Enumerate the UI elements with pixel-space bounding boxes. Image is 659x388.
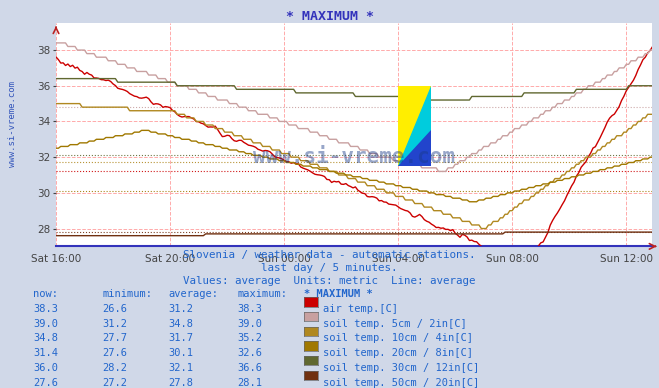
Text: 36.0: 36.0: [33, 363, 58, 373]
Text: 27.7: 27.7: [102, 333, 127, 343]
Text: 26.6: 26.6: [102, 304, 127, 314]
Text: www.si-vreme.com: www.si-vreme.com: [8, 81, 17, 167]
Text: 34.8: 34.8: [33, 333, 58, 343]
Text: 32.1: 32.1: [168, 363, 193, 373]
Text: 38.3: 38.3: [33, 304, 58, 314]
Text: soil temp. 20cm / 8in[C]: soil temp. 20cm / 8in[C]: [323, 348, 473, 358]
Text: 39.0: 39.0: [237, 319, 262, 329]
Text: * MAXIMUM *: * MAXIMUM *: [304, 289, 373, 299]
Text: 31.2: 31.2: [168, 304, 193, 314]
Text: minimum:: minimum:: [102, 289, 152, 299]
Text: 32.6: 32.6: [237, 348, 262, 358]
Text: 31.7: 31.7: [168, 333, 193, 343]
Text: 38.3: 38.3: [237, 304, 262, 314]
Text: Slovenia / weather data - automatic stations.: Slovenia / weather data - automatic stat…: [183, 250, 476, 260]
Text: 36.6: 36.6: [237, 363, 262, 373]
Text: 31.4: 31.4: [33, 348, 58, 358]
Text: 35.2: 35.2: [237, 333, 262, 343]
Text: 27.8: 27.8: [168, 378, 193, 388]
Text: average:: average:: [168, 289, 218, 299]
Text: last day / 5 minutes.: last day / 5 minutes.: [261, 263, 398, 273]
Text: now:: now:: [33, 289, 58, 299]
Text: 27.6: 27.6: [33, 378, 58, 388]
Text: Values: average  Units: metric  Line: average: Values: average Units: metric Line: aver…: [183, 276, 476, 286]
Text: * MAXIMUM *: * MAXIMUM *: [285, 10, 374, 23]
Text: 30.1: 30.1: [168, 348, 193, 358]
Text: 28.2: 28.2: [102, 363, 127, 373]
Text: soil temp. 10cm / 4in[C]: soil temp. 10cm / 4in[C]: [323, 333, 473, 343]
Text: soil temp. 50cm / 20in[C]: soil temp. 50cm / 20in[C]: [323, 378, 479, 388]
Text: air temp.[C]: air temp.[C]: [323, 304, 398, 314]
Text: www.si-vreme.com: www.si-vreme.com: [253, 147, 455, 167]
Text: soil temp. 30cm / 12in[C]: soil temp. 30cm / 12in[C]: [323, 363, 479, 373]
Text: 27.6: 27.6: [102, 348, 127, 358]
Text: soil temp. 5cm / 2in[C]: soil temp. 5cm / 2in[C]: [323, 319, 467, 329]
Text: 39.0: 39.0: [33, 319, 58, 329]
Text: 27.2: 27.2: [102, 378, 127, 388]
Text: 34.8: 34.8: [168, 319, 193, 329]
Text: maximum:: maximum:: [237, 289, 287, 299]
Text: 28.1: 28.1: [237, 378, 262, 388]
Text: 31.2: 31.2: [102, 319, 127, 329]
